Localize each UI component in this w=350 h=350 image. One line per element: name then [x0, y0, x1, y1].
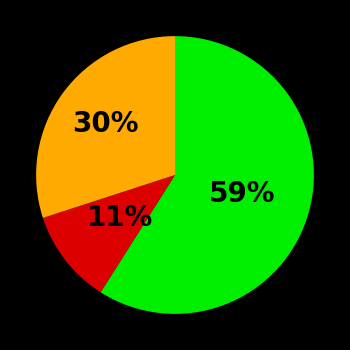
Wedge shape — [43, 175, 175, 292]
Text: 30%: 30% — [72, 110, 139, 138]
Wedge shape — [100, 36, 314, 314]
Wedge shape — [36, 36, 175, 218]
Text: 11%: 11% — [87, 204, 153, 232]
Text: 59%: 59% — [209, 180, 275, 208]
